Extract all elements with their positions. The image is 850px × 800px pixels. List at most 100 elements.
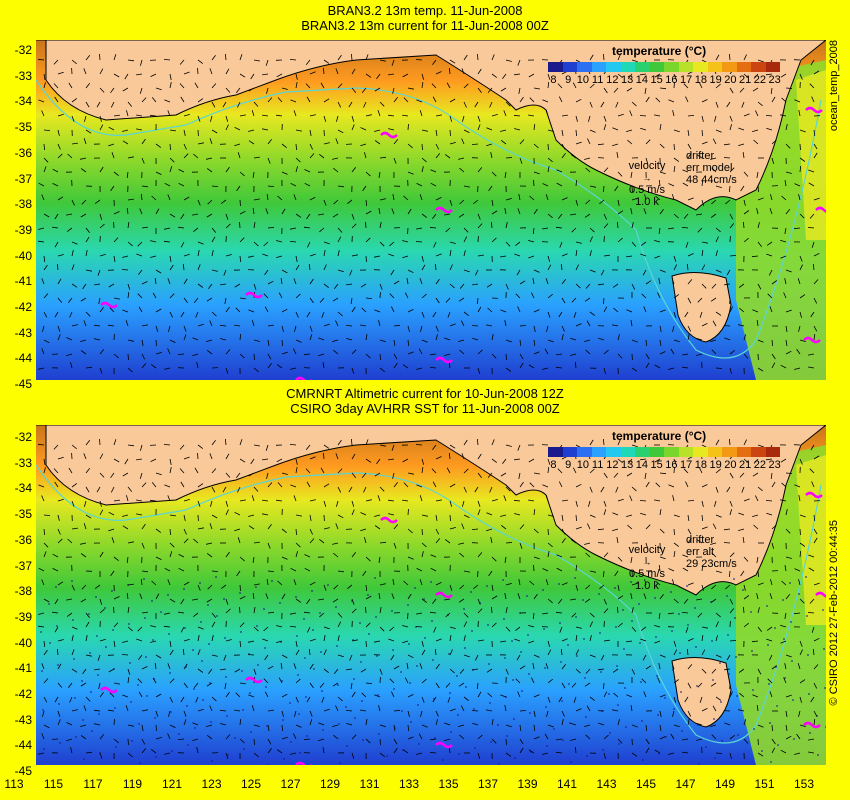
current-vector (626, 694, 633, 698)
current-vector (225, 509, 229, 516)
current-vector (183, 297, 188, 304)
sst-speckle (104, 607, 106, 609)
sst-speckle (239, 592, 241, 594)
current-vector (320, 467, 325, 474)
current-vector (319, 227, 325, 233)
current-vector (136, 128, 143, 131)
current-vector (617, 556, 623, 562)
current-vector (603, 682, 605, 690)
current-vector (547, 143, 549, 151)
current-vector (392, 579, 395, 586)
current-vector (169, 82, 172, 89)
current-vector (235, 307, 241, 313)
current-vector (518, 87, 521, 94)
sst-speckle (769, 722, 771, 724)
current-vector (432, 213, 437, 220)
sst-speckle (131, 740, 133, 742)
current-vector (725, 199, 731, 205)
current-vector (449, 250, 452, 257)
current-vector (309, 638, 316, 642)
current-vector (799, 598, 805, 604)
current-vector (306, 696, 311, 703)
sst-speckle (712, 679, 714, 681)
current-vector (239, 114, 246, 117)
current-vector (276, 364, 283, 369)
current-vector (125, 320, 129, 327)
current-vector (281, 171, 288, 175)
current-vector (180, 241, 185, 248)
current-vector (361, 307, 367, 313)
current-vector (85, 83, 91, 89)
current-vector (561, 638, 568, 642)
current-vector (350, 297, 353, 304)
current-vector (41, 733, 45, 740)
current-vector (491, 556, 497, 562)
current-vector (206, 349, 213, 355)
current-vector (515, 626, 521, 632)
sst-speckle (766, 605, 768, 607)
current-vector (589, 311, 596, 316)
current-vector (686, 648, 689, 656)
current-vector (113, 738, 119, 744)
current-vector (715, 227, 721, 233)
current-vector (127, 486, 133, 492)
current-vector (219, 709, 227, 712)
current-vector (487, 692, 493, 698)
current-vector (603, 438, 605, 446)
sst-speckle (474, 747, 476, 749)
current-vector (668, 484, 675, 488)
current-vector (197, 67, 199, 75)
current-vector (617, 584, 620, 591)
current-vector (659, 143, 665, 149)
current-vector (614, 185, 619, 192)
current-vector (421, 255, 424, 262)
current-vector (642, 269, 647, 276)
sst-speckle (335, 606, 337, 608)
current-vector (500, 255, 507, 258)
current-vector (813, 682, 818, 689)
current-vector (768, 654, 773, 661)
current-vector (337, 612, 343, 618)
current-vector (406, 663, 409, 670)
current-vector (672, 495, 675, 502)
drifter-track (803, 721, 821, 729)
top-side-label: ocean_temp_2008 (828, 40, 842, 170)
current-vector (655, 580, 661, 586)
current-vector (57, 719, 61, 726)
current-vector (430, 738, 437, 741)
current-vector (687, 719, 690, 726)
current-vector (197, 635, 200, 642)
legend-tick-label: 15 (650, 459, 663, 471)
current-vector (673, 542, 680, 547)
current-vector (309, 325, 313, 332)
current-vector (683, 83, 689, 89)
current-vector (266, 87, 269, 94)
current-vector (794, 99, 801, 103)
current-vector (739, 472, 745, 478)
current-vector (617, 353, 623, 359)
current-vector (711, 283, 717, 289)
current-vector (337, 654, 344, 658)
current-vector (351, 53, 353, 61)
sst-speckle (351, 600, 353, 602)
current-vector (43, 129, 51, 131)
current-vector (500, 694, 507, 698)
current-vector (587, 138, 591, 145)
sst-speckle (207, 604, 209, 606)
sst-speckle (138, 723, 140, 725)
drifter-track (100, 686, 118, 694)
current-vector (673, 264, 678, 271)
current-vector (108, 511, 115, 516)
current-vector (631, 752, 638, 757)
current-vector (252, 208, 255, 215)
current-vector (785, 594, 791, 600)
current-vector (345, 325, 353, 327)
current-vector (234, 126, 241, 131)
current-vector (253, 583, 260, 586)
current-vector (781, 97, 787, 103)
current-vector (799, 157, 806, 162)
current-vector (715, 101, 719, 108)
current-vector (264, 306, 269, 313)
current-vector (295, 82, 298, 89)
current-vector (659, 710, 662, 717)
